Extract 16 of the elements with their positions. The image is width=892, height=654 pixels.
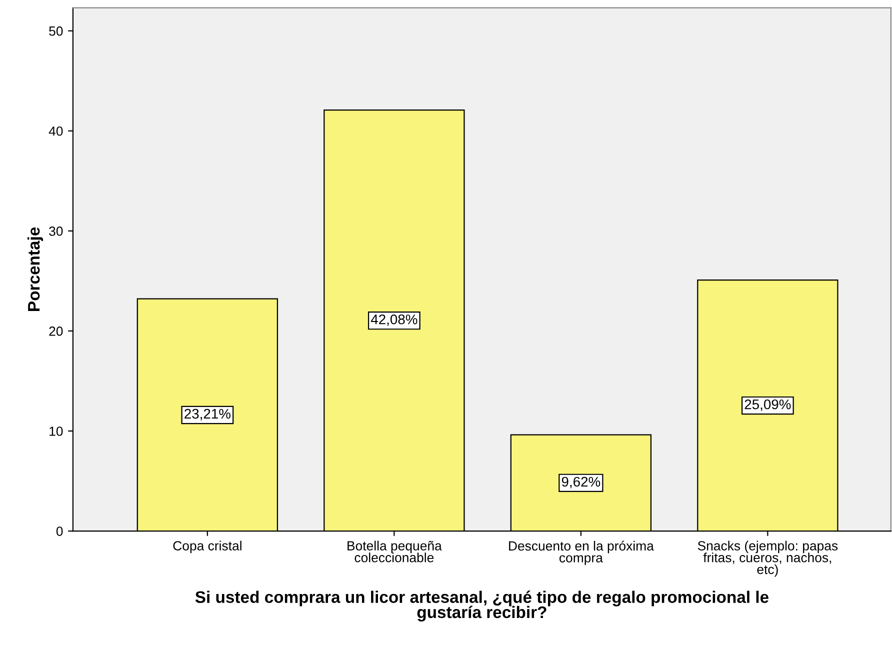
data-label: 25,09% <box>744 399 791 411</box>
x-tick-label: Copa cristal <box>173 540 242 554</box>
y-tick-label: 30 <box>49 226 63 236</box>
data-label: 9,62% <box>562 476 600 488</box>
y-tick-label: 0 <box>56 526 63 536</box>
x-tick-label: Botella pequeña coleccionable <box>348 540 442 562</box>
y-tick-label: 50 <box>49 26 63 36</box>
x-tick-label: Snacks (ejemplo: papas fritas, cueros, nachos, etc) <box>698 540 838 577</box>
y-tick-label: 20 <box>49 326 63 336</box>
y-tick-label: 40 <box>48 126 63 136</box>
data-label: 23,21% <box>184 408 230 420</box>
y-tick-label: 10 <box>50 426 63 436</box>
data-label: 42,08% <box>370 314 418 326</box>
y-axis-title: Porcentaje <box>27 227 44 311</box>
x-axis-title: Si usted comprara un licor artesanal, ¿qué tipo de regalo promocional le gustaría recibir? <box>195 590 768 622</box>
x-tick-label: Descuento en la próxima compra <box>509 540 654 566</box>
